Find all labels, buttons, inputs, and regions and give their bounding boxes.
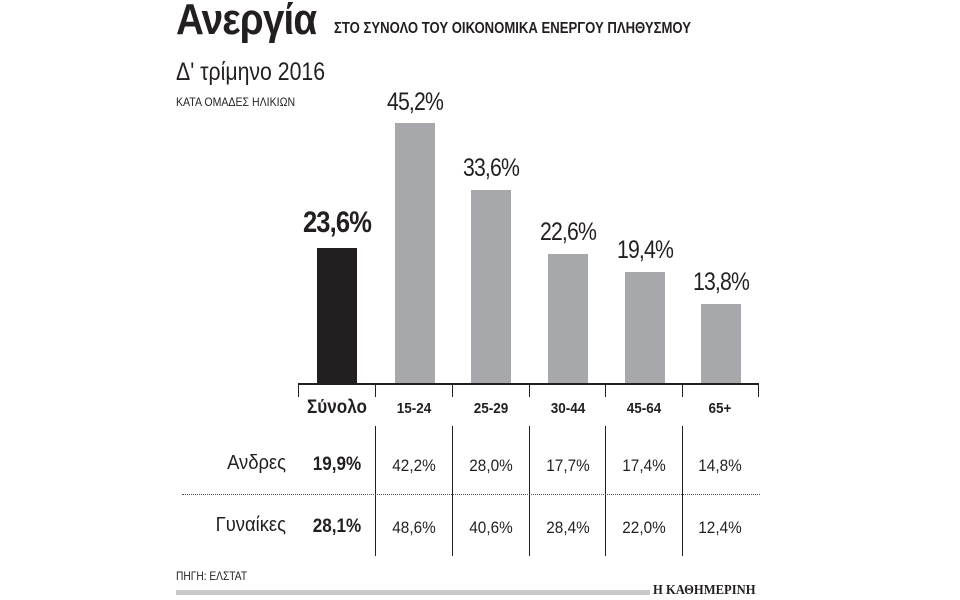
table-cell: 28,1% xyxy=(312,516,362,537)
publisher-logo: Η ΚΑΘΗΜΕΡΙΝΗ xyxy=(653,583,756,598)
bar-25-29 xyxy=(471,190,511,384)
footer-rule xyxy=(176,590,650,595)
table-cell: 28,0% xyxy=(469,456,513,475)
value-label-45-64: 19,4% xyxy=(616,236,674,264)
source-note: ΠΗΓΗ: ΕΛΣΤΑΤ xyxy=(176,569,248,583)
x-axis xyxy=(298,383,759,385)
table-cell: 17,7% xyxy=(546,456,590,475)
table-divider xyxy=(682,426,683,556)
axis-tick xyxy=(375,384,376,397)
axis-tick xyxy=(605,384,606,397)
axis-tick xyxy=(529,384,530,397)
axis-tick xyxy=(682,384,683,397)
table-cell: 28,4% xyxy=(546,518,590,537)
table-cell: 40,6% xyxy=(469,518,513,537)
category-label-65plus: 65+ xyxy=(708,400,732,417)
bar-15-24 xyxy=(395,123,435,384)
period-label: Δ' τρίμηνο 2016 xyxy=(176,58,326,86)
bar-total xyxy=(317,248,357,384)
bar-30-44 xyxy=(548,254,588,384)
grouping-label: ΚΑΤΑ ΟΜΑΔΕΣ ΗΛΙΚΙΩΝ xyxy=(176,95,296,109)
category-label-15-24: 15-24 xyxy=(396,400,432,417)
chart-title: Ανεργία xyxy=(176,0,317,44)
table-cell: 19,9% xyxy=(312,454,362,475)
bar-65plus xyxy=(701,304,741,384)
table-divider xyxy=(529,426,530,556)
value-label-total: 23,6% xyxy=(302,206,372,239)
row-label-women: Γυναίκες xyxy=(215,514,286,536)
table-cell: 48,6% xyxy=(392,518,436,537)
category-label-total: Σύνολο xyxy=(307,397,367,418)
table-cell: 12,4% xyxy=(698,518,742,537)
row-separator xyxy=(182,494,760,495)
table-cell: 42,2% xyxy=(392,456,436,475)
value-label-65plus: 13,8% xyxy=(692,268,750,296)
table-divider xyxy=(605,426,606,556)
table-cell: 17,4% xyxy=(622,456,666,475)
table-divider xyxy=(375,426,376,556)
value-label-25-29: 33,6% xyxy=(462,154,520,182)
axis-tick xyxy=(758,384,759,397)
chart-subtitle: ΣΤΟ ΣΥΝΟΛΟ ΤΟΥ ΟΙΚΟΝΟΜΙΚΑ ΕΝΕΡΓΟΥ ΠΛΗΘΥΣ… xyxy=(334,20,692,37)
category-label-30-44: 30-44 xyxy=(550,400,586,417)
category-label-45-64: 45-64 xyxy=(626,400,662,417)
row-label-men: Ανδρες xyxy=(227,452,286,474)
table-divider xyxy=(452,426,453,556)
bar-45-64 xyxy=(625,272,665,384)
axis-tick xyxy=(452,384,453,397)
table-cell: 14,8% xyxy=(698,456,742,475)
category-label-25-29: 25-29 xyxy=(473,400,509,417)
table-cell: 22,0% xyxy=(622,518,666,537)
value-label-30-44: 22,6% xyxy=(539,218,597,246)
value-label-15-24: 45,2% xyxy=(386,88,444,116)
axis-tick xyxy=(298,384,299,397)
